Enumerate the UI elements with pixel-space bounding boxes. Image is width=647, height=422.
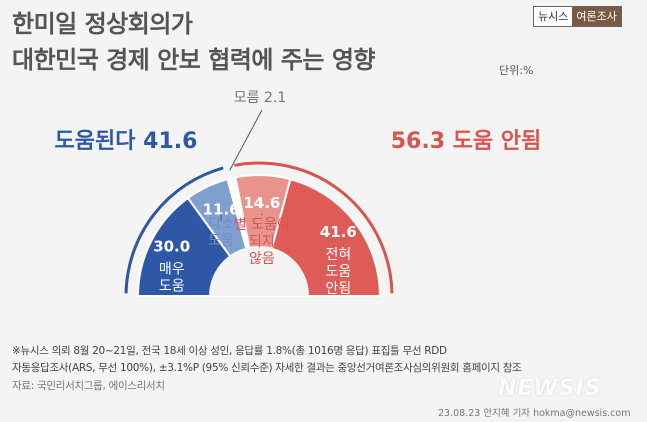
unknown-label: 모름 2.1	[234, 90, 286, 106]
negative-group-arc	[234, 161, 394, 294]
unknown-leader-line	[229, 109, 263, 171]
credit-line: 23.08.23 안지혜 기자 hokma@newsis.com	[438, 408, 631, 419]
summary-negative-label: 56.3 도움 안됨	[391, 129, 542, 154]
unit-label: 단위:%	[499, 64, 534, 77]
segment-label-3-2: 않음	[249, 251, 275, 267]
segment-value-0: 30.0	[153, 237, 190, 255]
segment-label-1-1: 도움	[208, 233, 234, 249]
segment-label-0-0: 매우	[159, 261, 185, 277]
segment-label-4-0: 전혀	[325, 247, 351, 263]
positive-group-arc	[124, 166, 224, 294]
source-note: 자료: 국민리서치그룹, 에이스리서치	[12, 380, 165, 392]
title-line-2: 대한민국 경제 안보 협력에 주는 영향	[12, 46, 375, 74]
brand-newsis: 뉴시스	[534, 7, 573, 26]
segment-label-1-0: 다소	[208, 216, 234, 232]
brand-badge: 뉴시스 여론조사	[533, 6, 622, 27]
brand-poll: 여론조사	[572, 7, 621, 26]
title-line-1: 한미일 정상회의가	[12, 10, 193, 38]
survey-note-1: ※뉴시스 의뢰 8월 20~21일, 전국 18세 이상 성인, 응답률 1.8…	[12, 345, 447, 357]
segment-label-0-1: 도움	[159, 278, 185, 294]
segment-value-3: 14.6	[243, 194, 280, 212]
segment-label-3-1: 되지	[249, 234, 275, 250]
newsis-watermark: NEWSIS	[498, 376, 602, 401]
chart-hole	[209, 246, 309, 296]
segment-value-1: 11.6	[203, 201, 240, 219]
segment-label-4-2: 안됨	[325, 281, 351, 297]
survey-note-2: 자동응답조사(ARS, 무선 100%), ±3.1%P (95% 신뢰수준) …	[12, 362, 522, 374]
segment-label-3-0: 별 도움이	[234, 217, 290, 233]
segment-label-4-1: 도움	[325, 264, 351, 280]
segment-value-4: 41.6	[320, 223, 357, 241]
summary-positive-label: 도움된다 41.6	[55, 129, 198, 154]
